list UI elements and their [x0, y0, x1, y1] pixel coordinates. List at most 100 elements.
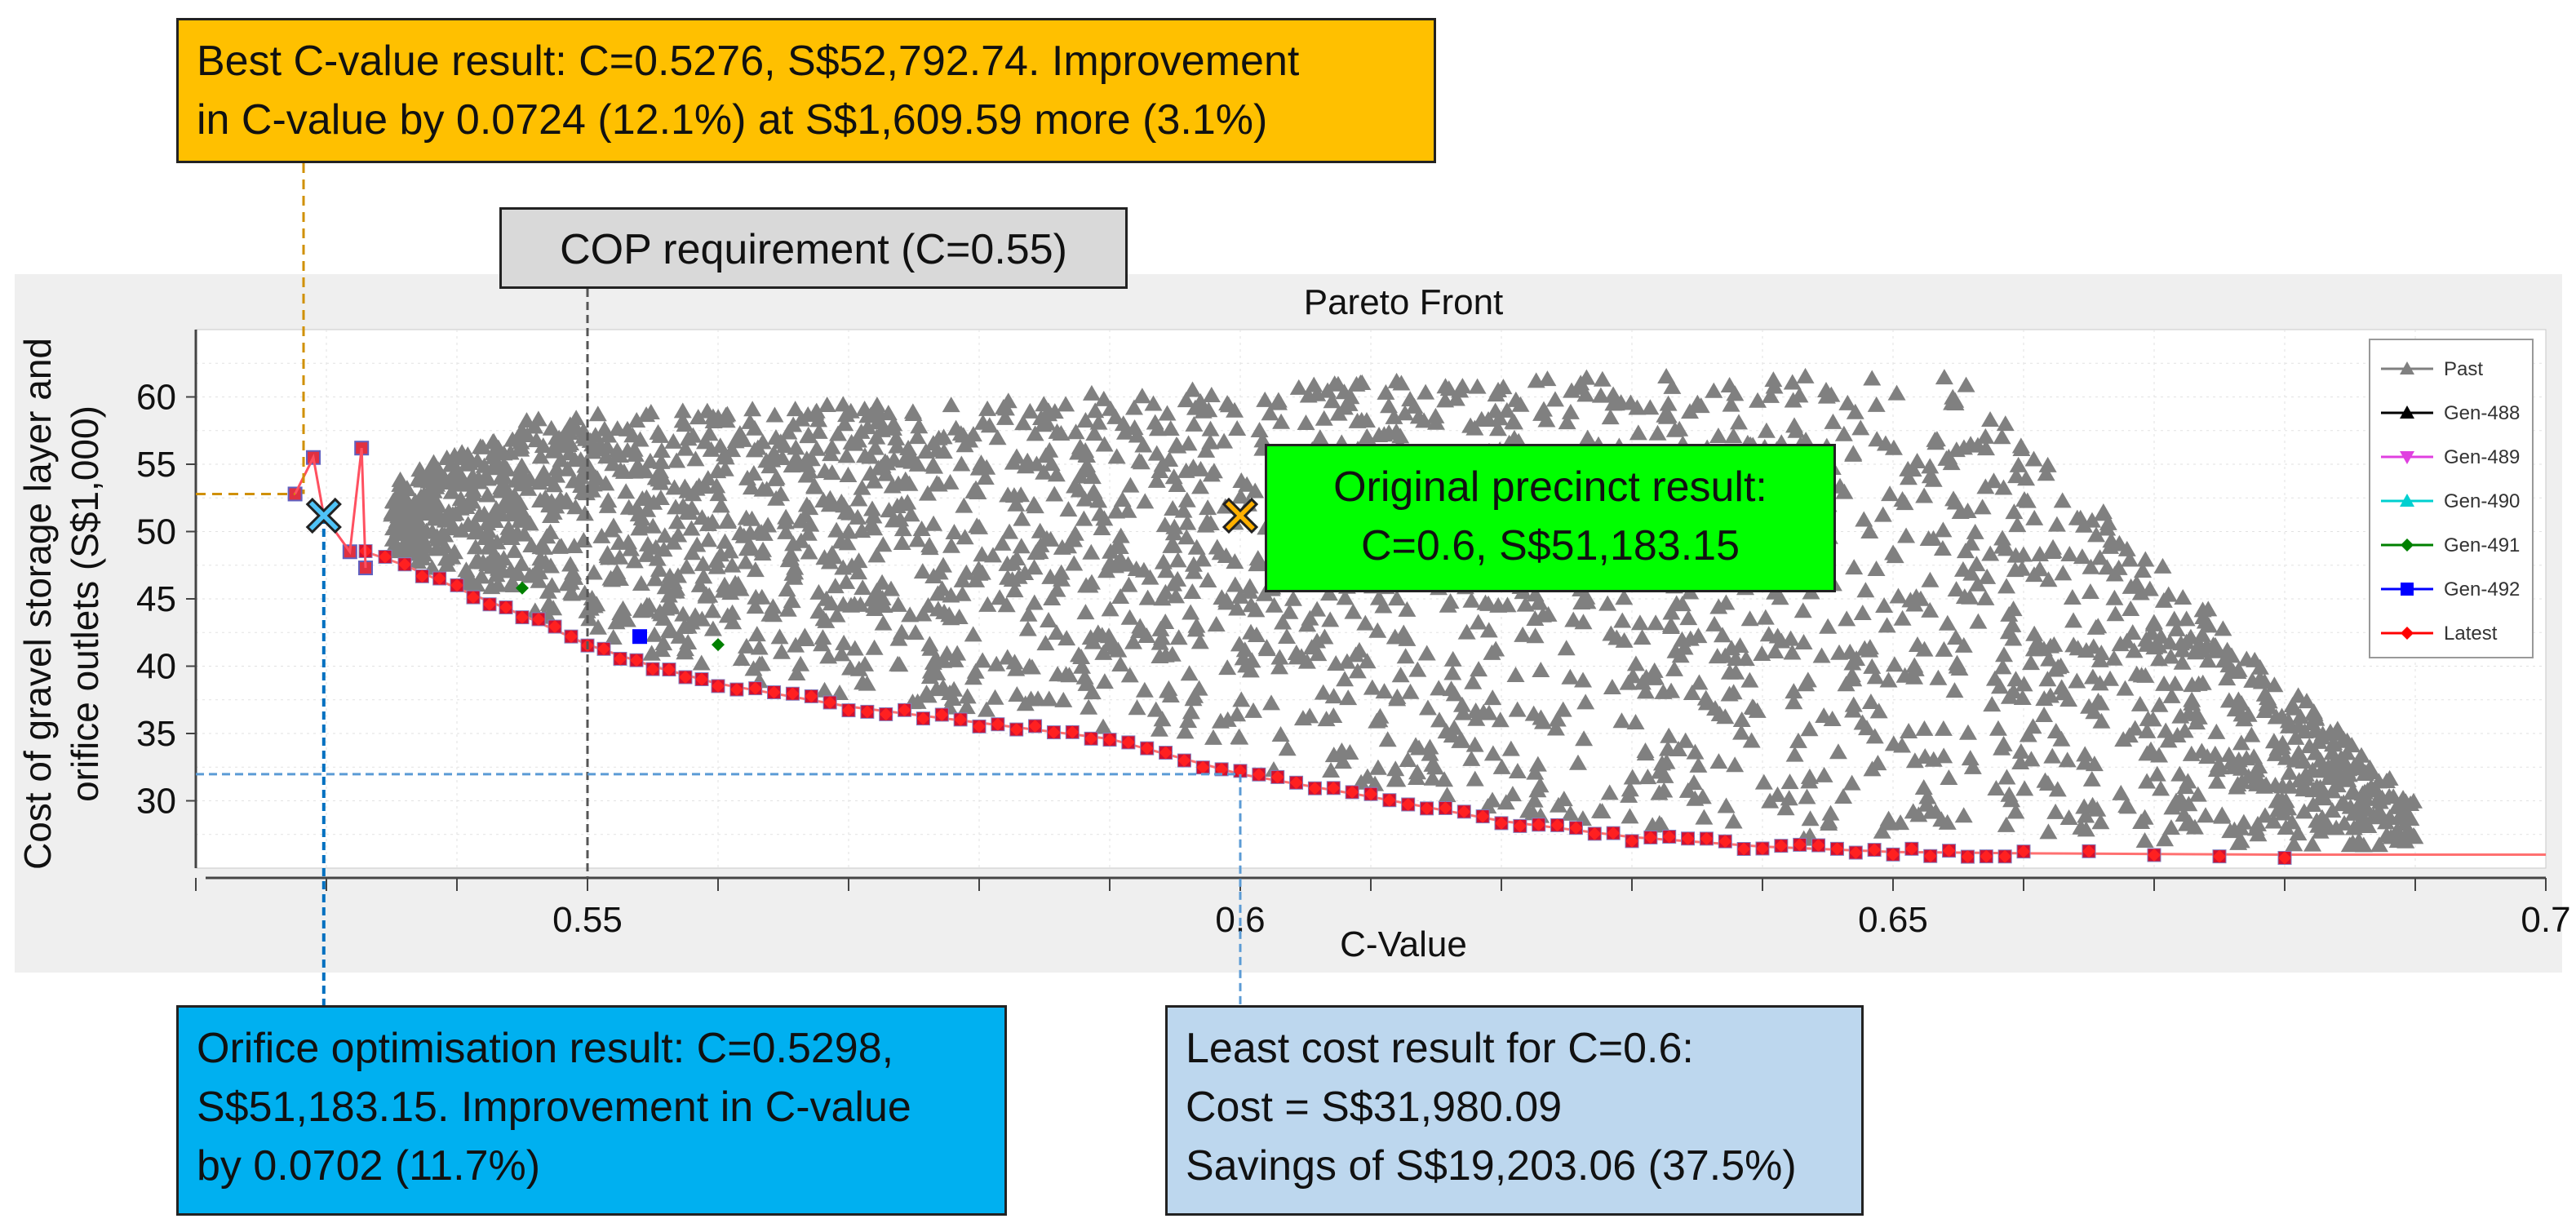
past-point — [1676, 732, 1695, 748]
past-point — [1271, 725, 1290, 742]
past-point — [1665, 660, 1683, 676]
past-point — [2297, 693, 2316, 709]
original-callout-line2: C=0.6, S$51,183.15 — [1360, 522, 1740, 569]
past-point — [2388, 822, 2406, 838]
past-point — [1095, 436, 1114, 452]
past-point — [1525, 791, 1544, 808]
past-point — [2005, 503, 2024, 520]
past-point — [1800, 768, 1819, 784]
past-point — [2224, 758, 2243, 774]
past-point — [1558, 414, 1576, 430]
latest-diamond — [823, 695, 837, 709]
past-point — [2091, 694, 2110, 711]
least-cost-callout: Least cost result for C=0.6: Cost = S$31… — [1165, 1005, 1864, 1216]
past-point — [472, 568, 491, 584]
past-point — [1016, 565, 1035, 581]
past-point — [1695, 809, 1714, 825]
past-point — [2014, 546, 2033, 562]
past-point — [1076, 604, 1095, 620]
past-point — [1013, 510, 1031, 526]
orifice-optimisation-callout: Orifice optimisation result: C=0.5298, S… — [176, 1005, 1007, 1216]
past-point — [1280, 603, 1299, 619]
past-point — [1040, 690, 1058, 707]
past-point — [1881, 814, 1900, 831]
past-point — [2083, 796, 2102, 813]
past-point — [1289, 379, 1308, 395]
past-point — [2219, 746, 2238, 762]
past-point — [2092, 645, 2111, 661]
past-point — [1785, 694, 1803, 710]
past-point — [834, 396, 853, 412]
past-point — [2130, 695, 2149, 711]
past-point — [1514, 626, 1532, 642]
past-point — [1153, 711, 1172, 727]
past-point — [1301, 609, 1319, 626]
past-point — [1426, 407, 1445, 423]
past-point — [1115, 423, 1134, 440]
past-point — [2105, 565, 2124, 582]
past-point — [1985, 670, 2004, 686]
past-point — [2125, 642, 2144, 658]
past-point — [2015, 676, 2033, 692]
past-point — [668, 567, 687, 583]
past-point — [1829, 743, 1847, 760]
past-point — [1885, 656, 1904, 672]
past-point — [800, 543, 818, 560]
past-point — [970, 518, 989, 534]
past-point — [1508, 701, 1527, 717]
past-point — [2043, 747, 2062, 764]
past-point — [2283, 813, 2302, 830]
past-point — [655, 527, 674, 543]
past-point — [809, 583, 828, 600]
past-point — [1242, 596, 1261, 613]
y-axis-label: Cost of gravel storage layer and orifice… — [16, 338, 106, 870]
past-point — [1417, 383, 1435, 400]
past-point — [920, 539, 939, 556]
past-point — [1993, 530, 2012, 546]
past-point — [2290, 772, 2308, 788]
past-point — [754, 541, 773, 557]
past-point — [2235, 711, 2254, 727]
past-point — [2197, 807, 2215, 823]
past-point — [1437, 723, 1456, 739]
past-point — [1211, 712, 1230, 729]
past-point — [1593, 370, 1612, 387]
past-point — [1908, 453, 1926, 469]
past-point — [1176, 723, 1195, 739]
past-point — [397, 537, 415, 553]
past-point — [703, 408, 722, 424]
past-point — [861, 465, 880, 481]
past-point — [1921, 601, 1940, 618]
past-point — [692, 654, 711, 671]
past-point — [561, 435, 580, 451]
past-point — [1508, 762, 1527, 778]
past-point — [996, 400, 1015, 416]
past-point — [1905, 668, 1924, 685]
past-point — [835, 634, 853, 650]
past-point — [2091, 813, 2110, 830]
past-point — [2047, 516, 2066, 532]
past-point — [1160, 451, 1179, 468]
past-point — [459, 516, 477, 532]
past-point — [1462, 592, 1481, 608]
past-point — [645, 626, 664, 642]
past-point — [1691, 397, 1710, 414]
past-point — [1324, 688, 1343, 704]
past-point — [918, 485, 937, 501]
past-point — [858, 675, 876, 691]
past-point — [2248, 775, 2267, 791]
past-point — [576, 430, 595, 446]
past-point — [1386, 760, 1405, 777]
past-point — [460, 569, 479, 586]
past-point — [862, 500, 881, 516]
past-point — [2168, 727, 2187, 743]
past-point — [547, 436, 565, 452]
past-point — [1997, 816, 2015, 832]
past-point — [2285, 699, 2303, 716]
past-point — [908, 693, 927, 709]
past-point — [855, 400, 874, 416]
past-point — [1012, 538, 1031, 554]
past-point — [1686, 743, 1705, 760]
past-point — [978, 400, 997, 416]
past-point — [924, 654, 942, 670]
